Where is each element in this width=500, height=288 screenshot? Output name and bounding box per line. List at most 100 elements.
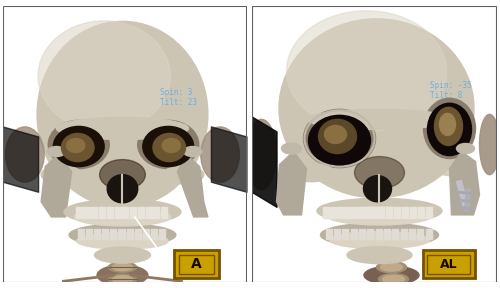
- Bar: [102, 229, 109, 240]
- Ellipse shape: [163, 166, 204, 184]
- Ellipse shape: [327, 207, 432, 225]
- Bar: [146, 207, 152, 219]
- Ellipse shape: [380, 263, 402, 271]
- Ellipse shape: [246, 119, 276, 190]
- Ellipse shape: [64, 199, 181, 224]
- Ellipse shape: [347, 247, 412, 264]
- Bar: [409, 229, 416, 240]
- Ellipse shape: [378, 274, 408, 285]
- Bar: [400, 229, 407, 240]
- Ellipse shape: [434, 162, 469, 176]
- Bar: [376, 229, 382, 240]
- Ellipse shape: [330, 232, 430, 249]
- Ellipse shape: [289, 164, 334, 182]
- Bar: [91, 207, 98, 219]
- Bar: [322, 207, 330, 219]
- Ellipse shape: [162, 139, 180, 153]
- Ellipse shape: [364, 266, 419, 284]
- Bar: [138, 207, 145, 219]
- Ellipse shape: [354, 157, 405, 189]
- Ellipse shape: [434, 107, 462, 145]
- Bar: [417, 229, 424, 240]
- Polygon shape: [370, 165, 390, 190]
- Ellipse shape: [153, 133, 186, 162]
- Ellipse shape: [376, 262, 406, 273]
- Ellipse shape: [56, 117, 188, 139]
- Bar: [346, 207, 354, 219]
- Bar: [456, 180, 468, 209]
- Bar: [354, 207, 362, 219]
- Bar: [154, 207, 160, 219]
- Bar: [134, 229, 142, 240]
- Bar: [386, 207, 394, 219]
- Bar: [370, 207, 378, 219]
- Ellipse shape: [112, 264, 132, 271]
- Bar: [367, 229, 374, 240]
- Ellipse shape: [97, 265, 148, 285]
- Ellipse shape: [480, 114, 500, 175]
- Bar: [161, 207, 168, 219]
- FancyBboxPatch shape: [179, 255, 214, 274]
- Ellipse shape: [279, 19, 474, 198]
- Ellipse shape: [320, 223, 438, 247]
- Bar: [418, 207, 425, 219]
- Ellipse shape: [428, 103, 472, 156]
- Bar: [378, 207, 386, 219]
- Ellipse shape: [108, 274, 136, 284]
- Bar: [426, 229, 432, 240]
- Ellipse shape: [286, 11, 446, 131]
- Ellipse shape: [37, 21, 208, 207]
- Bar: [402, 207, 409, 219]
- Text: A: A: [10, 9, 26, 28]
- Ellipse shape: [38, 21, 170, 131]
- FancyBboxPatch shape: [427, 255, 470, 274]
- Ellipse shape: [62, 133, 94, 162]
- Ellipse shape: [318, 119, 356, 154]
- Ellipse shape: [184, 147, 202, 157]
- Bar: [76, 207, 83, 219]
- Bar: [392, 229, 399, 240]
- Bar: [78, 229, 85, 240]
- Polygon shape: [178, 155, 208, 217]
- Text: Tilt: 8: Tilt: 8: [430, 91, 462, 100]
- Ellipse shape: [69, 224, 176, 246]
- Bar: [384, 229, 391, 240]
- Bar: [410, 207, 417, 219]
- Bar: [330, 207, 338, 219]
- FancyBboxPatch shape: [422, 250, 474, 278]
- Polygon shape: [450, 151, 480, 215]
- Ellipse shape: [100, 160, 146, 190]
- Bar: [464, 189, 470, 211]
- Bar: [359, 229, 366, 240]
- Polygon shape: [41, 155, 72, 217]
- Bar: [394, 207, 402, 219]
- Ellipse shape: [54, 126, 104, 167]
- Ellipse shape: [108, 262, 136, 272]
- Ellipse shape: [74, 208, 171, 226]
- Polygon shape: [276, 151, 306, 215]
- Text: Spin: -35: Spin: -35: [430, 81, 471, 90]
- Bar: [94, 229, 101, 240]
- Ellipse shape: [94, 247, 150, 263]
- Bar: [130, 207, 137, 219]
- Ellipse shape: [424, 98, 476, 159]
- Ellipse shape: [41, 166, 82, 184]
- Bar: [122, 207, 130, 219]
- Ellipse shape: [47, 147, 66, 157]
- Ellipse shape: [440, 113, 456, 135]
- Text: AL: AL: [440, 258, 458, 271]
- Bar: [114, 207, 121, 219]
- Ellipse shape: [307, 109, 452, 129]
- Text: A: A: [192, 257, 202, 271]
- Bar: [334, 229, 341, 240]
- Ellipse shape: [324, 125, 346, 143]
- Bar: [86, 229, 93, 240]
- Ellipse shape: [143, 126, 194, 167]
- Ellipse shape: [308, 115, 370, 166]
- Ellipse shape: [48, 120, 109, 169]
- Text: Tilt: 23: Tilt: 23: [160, 98, 197, 107]
- Bar: [326, 229, 332, 240]
- Ellipse shape: [317, 198, 442, 223]
- FancyBboxPatch shape: [174, 250, 219, 278]
- Ellipse shape: [107, 175, 138, 203]
